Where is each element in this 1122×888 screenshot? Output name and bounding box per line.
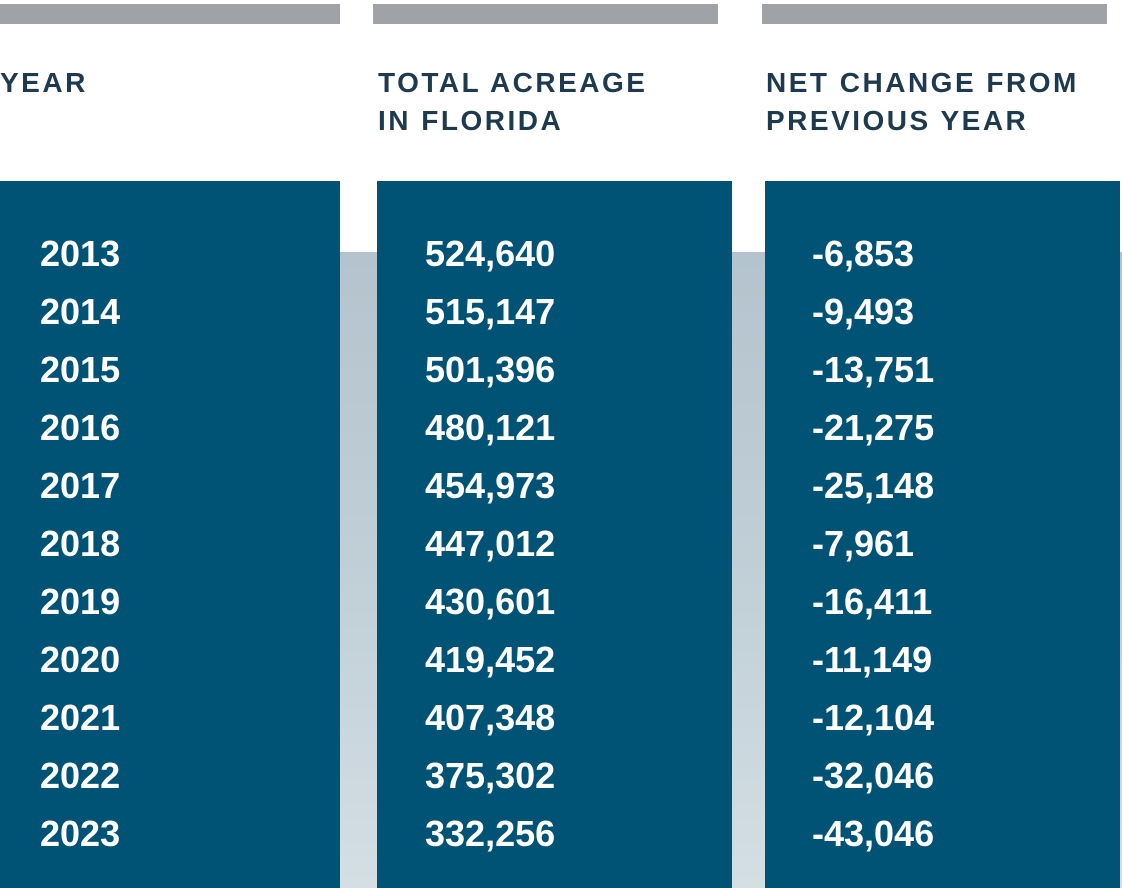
total-acreage-cell: 480,121 [425, 407, 556, 448]
total-acreage-cell: 515,147 [425, 291, 556, 332]
net-change-cell: -13,751 [812, 349, 935, 390]
top-bar-net-change [762, 4, 1107, 24]
total-acreage-values: 524,640 515,147 501,396 480,121 454,973 447,0… [425, 225, 555, 863]
net-change-cell: -32,046 [812, 755, 935, 796]
total-acreage-cell: 407,348 [425, 697, 556, 738]
header-total-acreage: TOTAL ACREAGE IN FLORIDA [378, 67, 648, 136]
net-change-cell: -25,148 [812, 465, 935, 506]
year-cell: 2019 [40, 581, 121, 622]
year-cell: 2020 [40, 639, 121, 680]
column-total-acreage [377, 181, 732, 888]
year-cell: 2014 [40, 291, 121, 332]
header-year: YEAR [0, 67, 88, 98]
net-change-cell: -7,961 [812, 523, 915, 564]
year-cell: 2016 [40, 407, 121, 448]
total-acreage-cell: 375,302 [425, 755, 556, 796]
total-acreage-cell: 332,256 [425, 813, 556, 854]
total-acreage-cell: 524,640 [425, 233, 556, 274]
year-cell: 2022 [40, 755, 121, 796]
column-year [0, 181, 340, 888]
total-acreage-cell: 419,452 [425, 639, 556, 680]
net-change-cell: -11,149 [812, 639, 933, 680]
net-change-cell: -16,411 [812, 581, 933, 622]
net-change-cell: -21,275 [812, 407, 935, 448]
total-acreage-cell: 447,012 [425, 523, 556, 564]
total-acreage-cell: 430,601 [425, 581, 556, 622]
net-change-values: -6,853 -9,493 -13,751 -21,275 -25,148 -7,961 -… [812, 225, 934, 863]
year-cell: 2017 [40, 465, 121, 506]
net-change-cell: -9,493 [812, 291, 915, 332]
year-cell: 2021 [40, 697, 121, 738]
total-acreage-cell: 501,396 [425, 349, 556, 390]
top-bar-year [0, 4, 340, 24]
net-change-cell: -43,046 [812, 813, 935, 854]
year-cell: 2013 [40, 233, 121, 274]
column-net-change [765, 181, 1120, 888]
year-cell: 2015 [40, 349, 121, 390]
header-net-change: NET CHANGE FROM PREVIOUS YEAR [766, 67, 1079, 136]
year-values: 2013 2014 2015 2016 2017 2018 2019 2020 2021 2022… [40, 225, 120, 863]
year-cell: 2018 [40, 523, 121, 564]
year-cell: 2023 [40, 813, 121, 854]
net-change-cell: -12,104 [812, 697, 935, 738]
total-acreage-cell: 454,973 [425, 465, 556, 506]
top-bar-total-acreage [373, 4, 718, 24]
net-change-cell: -6,853 [812, 233, 915, 274]
